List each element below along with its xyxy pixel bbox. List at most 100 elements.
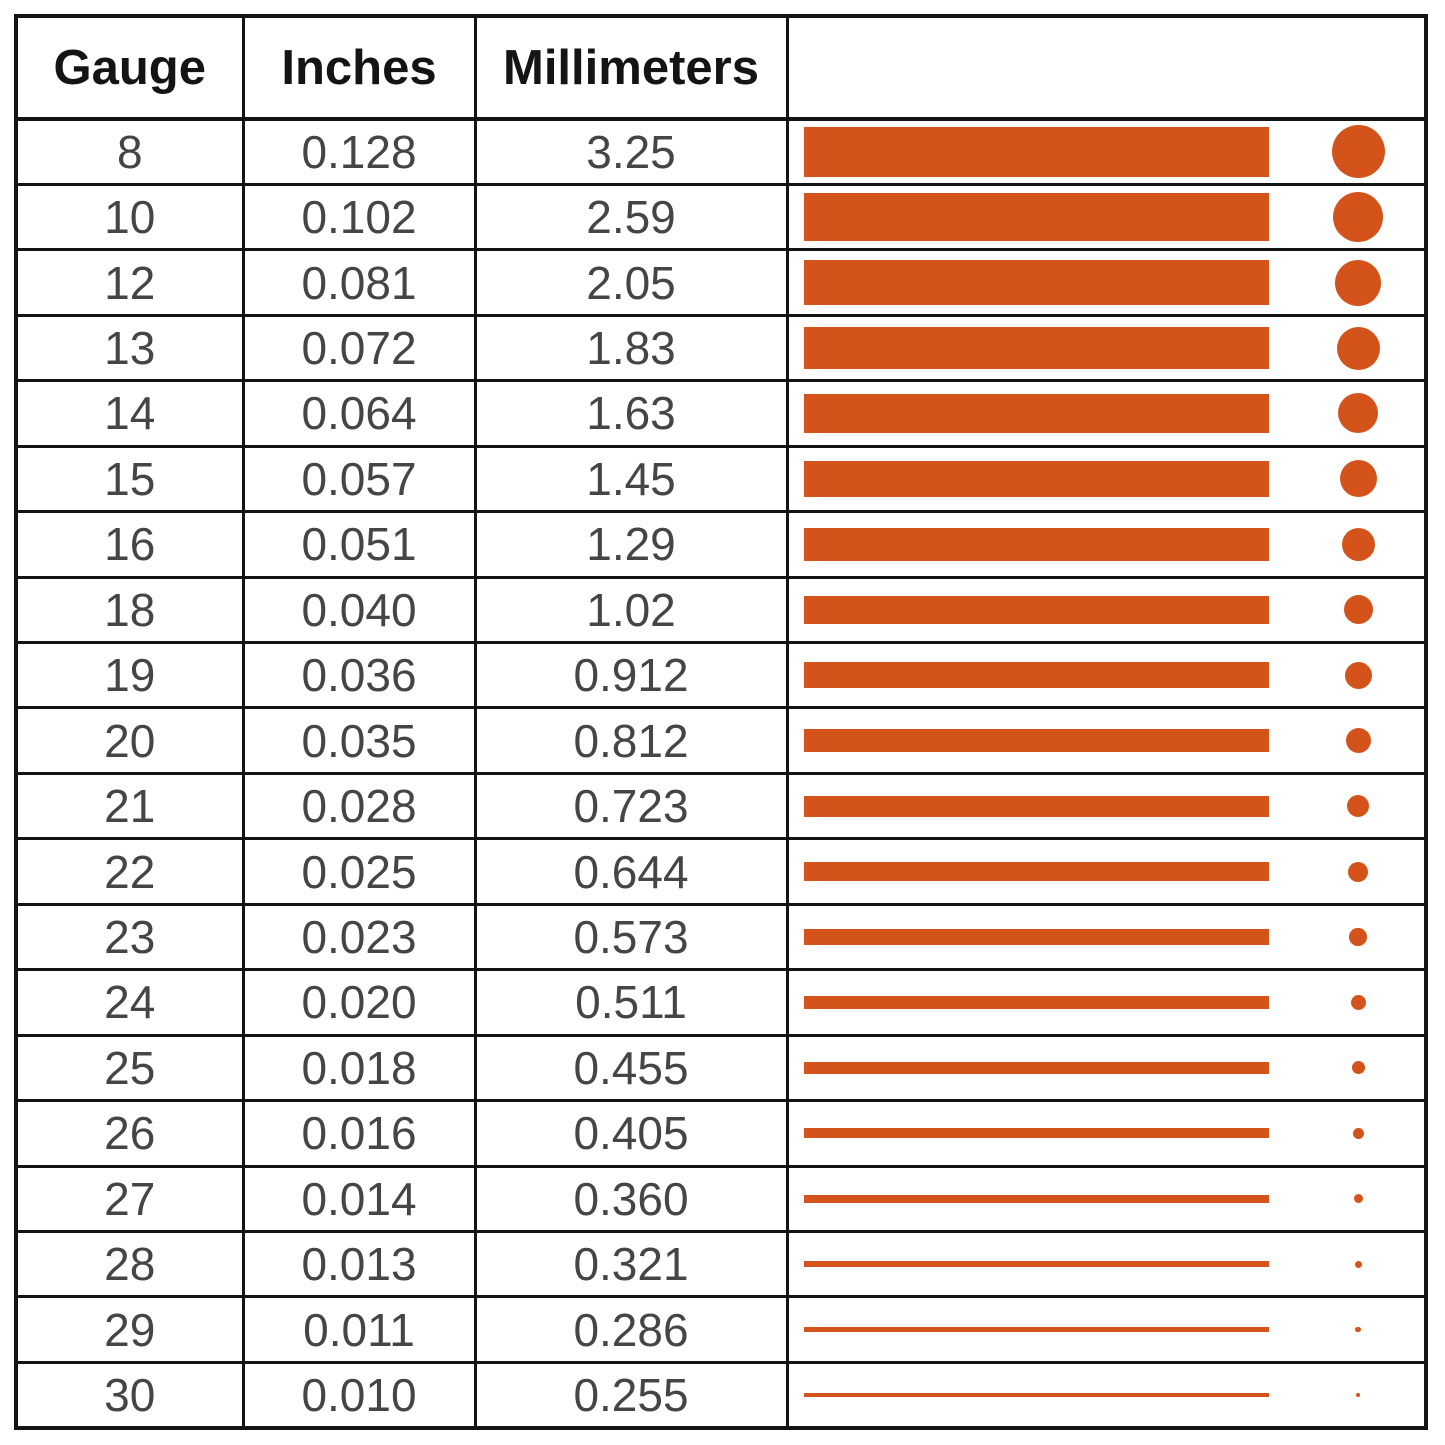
wire-dot-area (1330, 974, 1386, 1030)
inches-cell: 0.014 (241, 1164, 477, 1233)
visual-inner (803, 121, 1387, 183)
millimeters-cell: 0.321 (473, 1229, 789, 1299)
millimeters-cell: 0.812 (473, 706, 789, 775)
gauge-cell: 10 (14, 182, 245, 252)
visual-inner (803, 775, 1387, 837)
wire-dot-area (1330, 255, 1386, 311)
wire-bar (803, 1061, 1269, 1074)
wire-dot-icon (1338, 393, 1378, 434)
visual-inner (803, 971, 1387, 1033)
table-row: 21 0.028 0.723 (14, 771, 1428, 841)
table-row: 27 0.014 0.360 (14, 1164, 1428, 1233)
millimeters-cell: 0.723 (473, 771, 789, 841)
table-row: 28 0.013 0.321 (14, 1229, 1428, 1299)
gauge-cell: 25 (14, 1033, 245, 1103)
inches-cell: 0.064 (241, 379, 477, 448)
wire-dot-icon (1335, 259, 1381, 306)
table-row: 30 0.010 0.255 (14, 1360, 1428, 1430)
inches-cell: 0.036 (241, 640, 477, 710)
wire-bar (803, 327, 1269, 370)
wire-dot-area (1330, 451, 1386, 507)
visual-inner (803, 644, 1387, 706)
table-row: 29 0.011 0.286 (14, 1295, 1428, 1364)
table-row: 20 0.035 0.812 (14, 706, 1428, 775)
table-row: 26 0.016 0.405 (14, 1099, 1428, 1168)
wire-dot-icon (1355, 1392, 1361, 1398)
wire-dot-area (1330, 1367, 1386, 1423)
millimeters-cell: 0.455 (473, 1033, 789, 1103)
visual-cell (785, 117, 1428, 186)
wire-dot-icon (1339, 460, 1377, 498)
visual-cell (785, 1295, 1428, 1364)
wire-dot-icon (1333, 192, 1383, 243)
inches-cell: 0.128 (241, 117, 477, 186)
table-row: 24 0.020 0.511 (14, 968, 1428, 1037)
gauge-cell: 8 (14, 117, 245, 186)
visual-inner (803, 317, 1387, 379)
gauge-cell: 24 (14, 968, 245, 1037)
visual-inner (803, 840, 1387, 902)
millimeters-cell: 0.405 (473, 1099, 789, 1168)
header-millimeters: Millimeters (473, 14, 789, 121)
visual-cell (785, 706, 1428, 775)
wire-dot-icon (1348, 861, 1368, 882)
wire-dot-icon (1347, 795, 1369, 818)
wire-bar (803, 1392, 1269, 1397)
wire-dot-area (1330, 1171, 1386, 1227)
wire-bar (803, 1194, 1269, 1203)
header-row: Gauge Inches Millimeters (14, 14, 1428, 121)
wire-dot-area (1330, 909, 1386, 965)
gauge-cell: 18 (14, 575, 245, 645)
gauge-cell: 12 (14, 248, 245, 317)
visual-cell (785, 902, 1428, 972)
wire-dot-area (1330, 516, 1386, 572)
wire-bar (803, 527, 1269, 561)
wire-dot-area (1330, 778, 1386, 834)
millimeters-cell: 0.360 (473, 1164, 789, 1233)
wire-dot-area (1330, 713, 1386, 769)
inches-cell: 0.028 (241, 771, 477, 841)
gauge-cell: 27 (14, 1164, 245, 1233)
visual-inner (803, 1364, 1387, 1426)
inches-cell: 0.025 (241, 837, 477, 906)
inches-cell: 0.040 (241, 575, 477, 645)
visual-inner (803, 1298, 1387, 1360)
visual-cell (785, 837, 1428, 906)
visual-inner (803, 1168, 1387, 1230)
table-row: 8 0.128 3.25 (14, 117, 1428, 186)
table-row: 14 0.064 1.63 (14, 379, 1428, 448)
wire-dot-area (1330, 1105, 1386, 1161)
visual-cell (785, 182, 1428, 252)
wire-dot-area (1330, 1040, 1386, 1096)
visual-cell (785, 248, 1428, 317)
wire-dot-area (1330, 124, 1386, 180)
visual-cell (785, 379, 1428, 448)
wire-dot-icon (1352, 1127, 1364, 1139)
wire-dot-area (1330, 1236, 1386, 1292)
inches-cell: 0.023 (241, 902, 477, 972)
wire-dot-area (1330, 844, 1386, 900)
millimeters-cell: 2.59 (473, 182, 789, 252)
visual-cell (785, 771, 1428, 841)
inches-cell: 0.057 (241, 444, 477, 514)
gauge-cell: 26 (14, 1099, 245, 1168)
wire-bar (803, 460, 1269, 497)
wire-dot-area (1330, 647, 1386, 703)
table-body: 8 0.128 3.25 10 0.102 2.59 12 0.081 2.05 13 0.072 1… (14, 117, 1428, 1430)
table-row: 15 0.057 1.45 (14, 444, 1428, 514)
wire-dot-area (1330, 582, 1386, 638)
inches-cell: 0.010 (241, 1360, 477, 1430)
inches-cell: 0.016 (241, 1099, 477, 1168)
wire-bar (803, 1326, 1269, 1333)
millimeters-cell: 1.45 (473, 444, 789, 514)
wire-dot-icon (1343, 595, 1373, 625)
table-row: 10 0.102 2.59 (14, 182, 1428, 252)
inches-cell: 0.011 (241, 1295, 477, 1364)
visual-inner (803, 382, 1387, 444)
gauge-cell: 28 (14, 1229, 245, 1299)
millimeters-cell: 1.63 (473, 379, 789, 448)
wire-dot-area (1330, 320, 1386, 376)
visual-cell (785, 640, 1428, 710)
millimeters-cell: 0.255 (473, 1360, 789, 1430)
wire-dot-icon (1331, 125, 1385, 179)
